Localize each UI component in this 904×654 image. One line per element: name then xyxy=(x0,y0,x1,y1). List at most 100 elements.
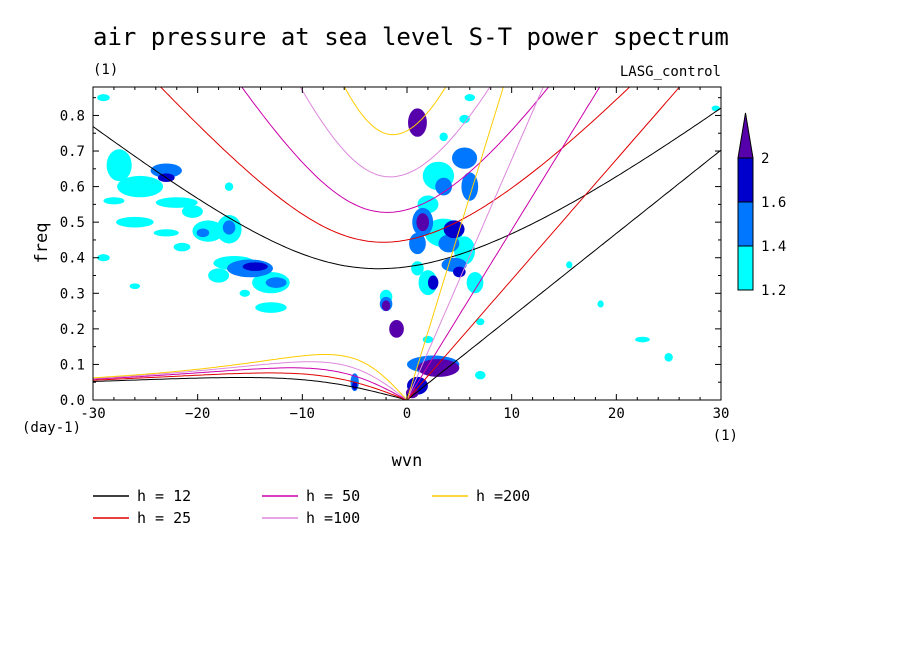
colorbar-label: 2 xyxy=(761,151,769,167)
y-tick-label: 0.6 xyxy=(60,180,85,196)
kelvin-line-4 xyxy=(406,87,504,400)
contour-blob-10 xyxy=(173,242,191,252)
legend-item: h =100 xyxy=(262,509,360,527)
x-axis: -30 −20 −10 0 10 20 30 xyxy=(80,87,729,422)
colorbar-label: 1.4 xyxy=(761,239,786,255)
contour-blob-33 xyxy=(597,300,604,308)
contour-blob-19 xyxy=(459,114,470,124)
contour-blob-32 xyxy=(566,261,573,269)
contour-blob-40 xyxy=(222,220,236,235)
y-tick-label: 0.1 xyxy=(60,357,85,373)
x-tick-label: −10 xyxy=(290,406,315,422)
x-tick-label: 30 xyxy=(713,406,730,422)
contour-blob-35 xyxy=(664,353,673,362)
gravity-curve-3 xyxy=(299,87,491,178)
contour-blob-45 xyxy=(435,177,453,196)
colorbar-segment xyxy=(737,245,754,291)
gravity-curve-4 xyxy=(344,87,447,136)
y-tick-label: 0.4 xyxy=(60,251,85,267)
contour-blob-34 xyxy=(635,336,650,343)
unit-label: (1) xyxy=(93,62,118,78)
contour-blob-58 xyxy=(427,275,439,290)
kelvin-line-0 xyxy=(406,149,721,400)
contour-blob-29 xyxy=(422,335,434,344)
contour-blob-30 xyxy=(476,318,485,326)
x-tick-label: -30 xyxy=(80,406,105,422)
y-axis-title: freq xyxy=(32,223,52,264)
curve-h50 xyxy=(93,87,601,400)
contour-blob-57 xyxy=(453,266,466,278)
contour-blob-0 xyxy=(97,94,110,102)
x-tick-label: 20 xyxy=(608,406,625,422)
legend-item: h = 50 xyxy=(262,487,360,505)
contour-blob-64 xyxy=(417,359,460,377)
contour-blob-44 xyxy=(452,147,478,169)
contour-blob-17 xyxy=(129,283,141,290)
contour-blob-61 xyxy=(416,213,429,232)
contour-blob-7 xyxy=(181,205,203,218)
legend-label: h =200 xyxy=(476,487,530,505)
curve-h25 xyxy=(93,87,681,400)
y-tick-label: 0.0 xyxy=(60,393,85,409)
contour-blob-16 xyxy=(255,302,287,313)
contour-blob-3 xyxy=(155,197,198,208)
contour-blob-4 xyxy=(103,197,125,205)
contour-blob-18 xyxy=(439,132,448,142)
y-tick-label: 0.3 xyxy=(60,286,85,302)
contour-blob-14 xyxy=(208,268,230,283)
contour-blob-31 xyxy=(475,370,486,380)
contour-blob-63 xyxy=(389,319,404,338)
contour-blob-15 xyxy=(239,289,250,297)
x-axis-title: wvn xyxy=(392,451,423,471)
contour-blob-37 xyxy=(224,182,234,191)
rossby-curve-3 xyxy=(93,361,408,400)
legend: h = 12 h = 25 h = 50 h =100 h =200 xyxy=(93,487,530,527)
plot-frame xyxy=(92,86,722,401)
legend-label: h =100 xyxy=(306,509,360,527)
rossby-curve-1 xyxy=(93,372,408,400)
legend-label: h = 25 xyxy=(137,509,191,527)
curve-h200 xyxy=(93,87,504,400)
legend-label: h = 12 xyxy=(137,487,191,505)
contour-blob-20 xyxy=(464,94,476,102)
legend-item: h =200 xyxy=(432,487,530,505)
kelvin-line-1 xyxy=(406,87,681,400)
legend-item: h = 25 xyxy=(93,509,191,527)
contour-blob-1 xyxy=(106,149,132,182)
contour-blob-27 xyxy=(466,271,484,294)
kelvin-line-2 xyxy=(406,87,601,400)
gravity-curve-2 xyxy=(241,87,550,213)
rossby-curve-4 xyxy=(93,354,408,400)
contour-blob-11 xyxy=(97,254,110,262)
kelvin-line-3 xyxy=(406,87,544,400)
x-unit-label: (1) xyxy=(713,428,738,444)
colorbar-segment xyxy=(737,157,754,203)
y-tick-label: 0.8 xyxy=(60,108,85,124)
y-tick-label: 0.7 xyxy=(60,144,85,160)
legend-item: h = 12 xyxy=(93,487,191,505)
contour-blob-5 xyxy=(116,216,154,228)
rossby-curve-0 xyxy=(93,377,408,400)
colorbar-label: 1.2 xyxy=(761,283,786,299)
y-unit-label: (day-1) xyxy=(22,420,81,436)
colorbar-label: 1.6 xyxy=(761,195,786,211)
gravity-curve-1 xyxy=(159,87,631,243)
contour-blob-38 xyxy=(150,163,182,178)
contour-blob-62 xyxy=(381,300,391,312)
colorbar-arrow xyxy=(737,112,754,159)
contour-blob-2 xyxy=(117,175,164,198)
gravity-curve-0 xyxy=(93,107,721,270)
rossby-curve-2 xyxy=(93,367,408,400)
contour-blob-24 xyxy=(454,236,476,265)
dispersion-curves xyxy=(93,87,721,400)
x-tick-label: −20 xyxy=(185,406,210,422)
chart-title: air pressure at sea level S-T power spec… xyxy=(93,23,729,51)
y-axis: 0.0 0.1 0.2 0.3 0.4 0.5 0.6 0.7 0.8 xyxy=(60,97,721,409)
legend-label: h = 50 xyxy=(306,487,360,505)
contour-blob-39 xyxy=(196,228,210,238)
contour-blob-42 xyxy=(265,277,287,288)
y-tick-label: 0.5 xyxy=(60,215,85,231)
contour-blob-54 xyxy=(242,262,268,271)
y-tick-label: 0.2 xyxy=(60,322,85,338)
